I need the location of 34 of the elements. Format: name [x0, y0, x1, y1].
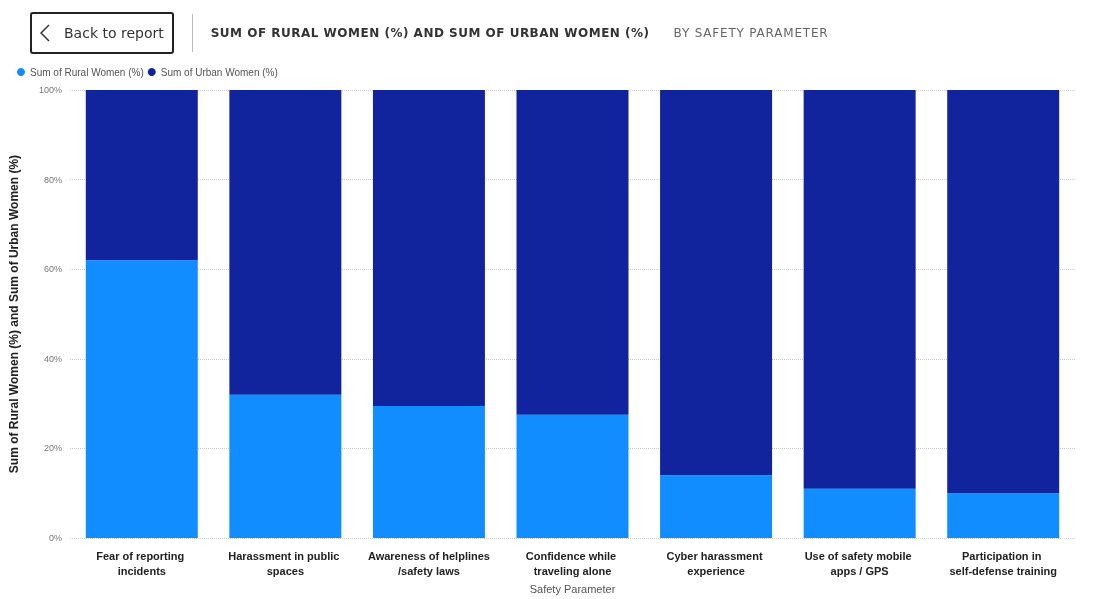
bar [372, 90, 485, 406]
bar [85, 90, 198, 261]
x-tick-label: Participation in self-defense training [949, 549, 1057, 577]
y-tick-label: 60% [43, 264, 62, 275]
x-tick-label: Use of safety mobile apps / GPS [804, 549, 915, 577]
legend-label: Sum of Urban Women (%) [160, 66, 278, 78]
bar [229, 90, 342, 395]
x-tick-label: Harassment in public spaces [228, 549, 343, 577]
text: Back to report [64, 25, 164, 41]
y-tick-label: 40% [43, 353, 62, 364]
legend-label: Sum of Rural Women (%) [30, 66, 144, 78]
y-axis-title: Sum of Rural Women (%) and Sum of Urban Women (%) [7, 154, 21, 474]
y-tick-label: 0% [48, 533, 62, 544]
x-tick-label: Confidence while traveling alone [525, 549, 620, 577]
bar [660, 475, 773, 539]
bar [803, 488, 916, 539]
bar [803, 90, 916, 489]
x-tick-label: Cyber harassment experience [666, 549, 766, 577]
y-tick-label: 80% [43, 174, 62, 185]
bar [516, 414, 629, 539]
bar [516, 90, 629, 415]
x-tick-label: Fear of reporting incidents [96, 549, 188, 577]
chart-title: SUM OF RURAL WOMEN (%) AND SUM OF URBAN WOMEN (%) [210, 26, 650, 40]
bar [660, 90, 773, 476]
bar [372, 405, 485, 539]
x-axis-title: Safety Parameter [529, 582, 616, 595]
y-tick-label: 100% [38, 85, 62, 95]
x-tick-label: Awareness of helplines/safety laws [367, 549, 490, 577]
chart-subtitle: BY SAFETY PARAMETER [673, 26, 829, 40]
bar [947, 90, 1060, 494]
bar [85, 260, 198, 539]
bar [229, 394, 342, 539]
bar [947, 493, 1060, 539]
y-tick-label: 20% [43, 443, 62, 454]
